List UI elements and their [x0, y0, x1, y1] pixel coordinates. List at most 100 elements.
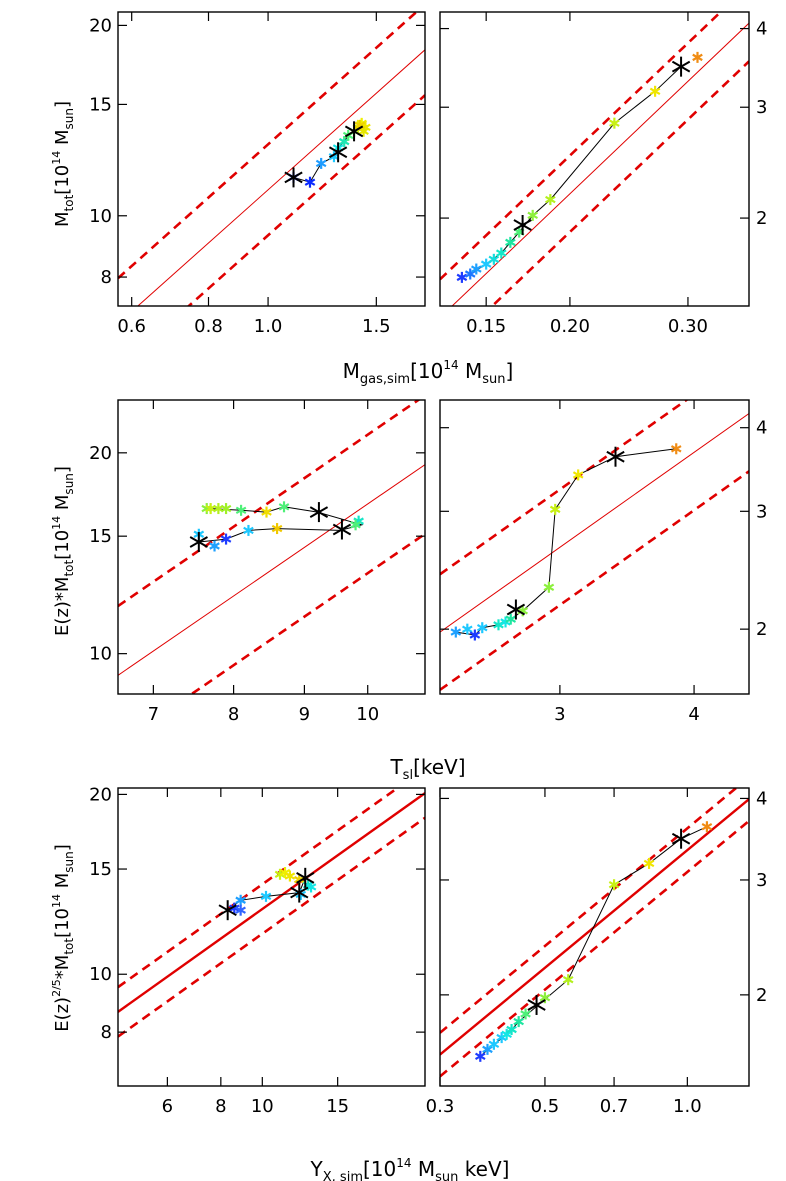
data-point	[261, 506, 272, 518]
asterisk-stroke	[476, 623, 488, 632]
asterisk-stroke	[513, 219, 532, 231]
asterisk-stroke	[545, 195, 556, 204]
x-label-row3: YX, sim[1014 Msun keV]	[310, 1156, 510, 1181]
x-tick-label: 15	[326, 1096, 349, 1117]
asterisk-stroke	[235, 906, 246, 914]
y-tick-label: 4	[756, 19, 767, 40]
asterisk-stroke	[350, 521, 361, 529]
asterisk-stroke	[293, 875, 305, 884]
panel-p21: 7 8 9 10 10 15 20	[89, 399, 426, 725]
data-point	[643, 857, 655, 869]
asterisk-stroke	[450, 628, 462, 636]
asterisk-stroke	[671, 60, 691, 73]
panel-plot-area	[440, 400, 749, 691]
y-tick-label: 10	[89, 206, 112, 227]
y-label-row1: Mtot[1014 Msun]	[50, 101, 76, 227]
data-point	[278, 501, 290, 513]
data-point	[701, 821, 713, 833]
snapshot-marker	[513, 215, 532, 236]
asterisk-stroke	[260, 892, 272, 901]
y-label-row3: E(z)2/5*Mtot[1014 Msun]	[50, 844, 76, 1032]
panel-p32: 0.3 0.5 0.7 1.0 2 3 4	[426, 787, 767, 1117]
snapshot-marker	[671, 56, 691, 77]
data-point	[505, 613, 517, 625]
y-tick-label: 8	[101, 1022, 112, 1043]
asterisk-stroke	[328, 146, 348, 159]
y-tick-label: 20	[89, 784, 112, 805]
asterisk-stroke	[670, 445, 682, 453]
data-point	[670, 443, 682, 455]
panel-frame	[117, 787, 426, 1087]
y-tick-label: 3	[756, 97, 767, 118]
asterisk-stroke	[332, 523, 352, 536]
asterisk-stroke	[609, 119, 620, 127]
x-tick-label: 9	[299, 704, 310, 725]
panel-plot-area	[440, 788, 749, 1078]
relation-line	[118, 792, 425, 1013]
asterisk-stroke	[643, 859, 655, 868]
lower-scatter-line	[440, 819, 749, 1078]
data-point	[462, 623, 473, 635]
upper-scatter-line	[440, 400, 689, 576]
data-point	[474, 1050, 486, 1062]
snapshot-marker	[527, 994, 546, 1015]
data-point	[549, 503, 561, 515]
x-tick-label: 1.0	[254, 316, 283, 337]
x-tick-label: 0.3	[426, 1096, 455, 1117]
x-tick-label: 0.6	[117, 316, 146, 337]
relation-line	[440, 413, 749, 633]
data-point	[235, 504, 247, 516]
asterisk-stroke	[290, 886, 309, 899]
panel-frame	[439, 399, 750, 695]
y-tick-label: 4	[756, 788, 767, 809]
data-point	[271, 523, 283, 535]
asterisk-stroke	[469, 631, 481, 639]
panel-plot-area	[118, 788, 425, 1038]
y-tick-label: 10	[89, 644, 112, 665]
asterisk-stroke	[279, 868, 291, 877]
data-point	[235, 904, 246, 916]
asterisk-stroke	[296, 871, 315, 884]
lower-scatter-line	[189, 532, 425, 694]
asterisk-stroke	[488, 255, 500, 264]
asterisk-stroke	[606, 450, 625, 463]
data-point	[469, 629, 481, 641]
asterisk-stroke	[513, 1017, 524, 1026]
data-point	[235, 894, 246, 906]
data-point	[350, 519, 361, 531]
asterisk-stroke	[692, 53, 703, 62]
asterisk-stroke	[549, 505, 561, 514]
lower-scatter-line	[118, 816, 425, 1038]
data-point	[505, 236, 516, 248]
data-point	[520, 1008, 531, 1020]
y-tick-label: 10	[89, 964, 112, 985]
data-point	[209, 540, 220, 552]
upper-scatter-line	[118, 788, 400, 989]
asterisk-stroke	[315, 159, 327, 168]
asterisk-stroke	[243, 526, 254, 535]
panel-frame	[117, 399, 426, 695]
x-tick-label: 0.15	[466, 316, 506, 337]
data-point	[572, 469, 584, 481]
y-tick-label: 8	[101, 267, 112, 288]
asterisk-stroke	[464, 270, 476, 278]
data-point	[315, 157, 327, 169]
x-label-row2: Tsl[keV]	[389, 755, 465, 783]
y-tick-label: 20	[89, 15, 112, 36]
snapshot-marker	[606, 446, 625, 467]
evolution-track	[455, 448, 677, 636]
panels: 0.6 0.8 1.0 1.5 8 10 15 20 0.15 0.20 0.30 2 3 4 7 8 9 10 1…	[89, 11, 767, 1117]
relation-line	[137, 49, 425, 306]
data-point	[220, 503, 232, 515]
asterisk-stroke	[304, 178, 316, 186]
relation-line	[118, 464, 425, 676]
data-point	[539, 992, 551, 1004]
asterisk-stroke	[462, 625, 473, 633]
data-point	[527, 209, 539, 221]
asterisk-stroke	[470, 265, 482, 273]
data-point	[228, 902, 240, 914]
asterisk-stroke	[220, 504, 232, 513]
data-point	[495, 247, 507, 259]
data-point	[305, 881, 317, 893]
